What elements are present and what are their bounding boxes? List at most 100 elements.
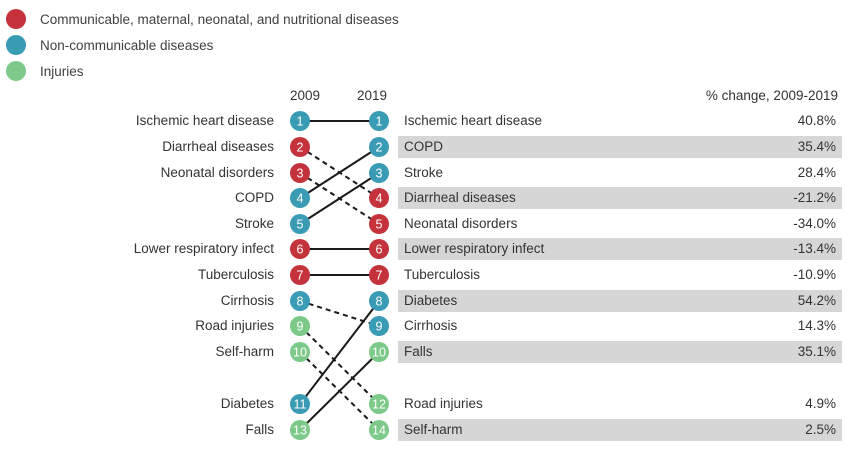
legend-swatch-communicable (6, 9, 26, 29)
left-rank-number: 9 (297, 320, 304, 334)
cause-label-2009: Stroke (234, 216, 274, 231)
left-rank-badge: 9 (290, 316, 310, 336)
right-rank-circle (369, 265, 389, 285)
left-rank-circle (290, 163, 310, 183)
left-rank-number: 6 (297, 243, 304, 257)
legend: Communicable, maternal, neonatal, and nu… (6, 6, 399, 84)
rank-connector-3 (299, 146, 380, 199)
cause-label-2019: Road injuries (404, 396, 483, 411)
right-rank-badge: 8 (369, 291, 389, 311)
cause-label-2019: Tuberculosis (404, 267, 481, 282)
cause-label-2019: Diabetes (404, 293, 458, 308)
right-rank-circle (369, 291, 389, 311)
right-rank-number: 2 (376, 141, 383, 155)
left-rank-badge: 5 (290, 214, 310, 234)
right-rank-badge: 6 (369, 239, 389, 259)
right-rank-badge: 14 (369, 420, 389, 440)
legend-item-communicable: Communicable, maternal, neonatal, and nu… (6, 6, 399, 32)
cause-label-2019: Cirrhosis (404, 318, 458, 333)
right-rank-number: 1 (376, 115, 383, 129)
year-2019-header: 2019 (357, 88, 388, 103)
left-rank-circle (290, 214, 310, 234)
cause-label-2019: Lower respiratory infect (404, 241, 545, 256)
left-rank-number: 13 (293, 424, 307, 438)
right-rank-number: 12 (372, 398, 386, 412)
percent-change-value: 14.3% (797, 318, 836, 333)
left-rank-circle (290, 316, 310, 336)
right-rank-circle (369, 316, 389, 336)
left-rank-circle (290, 111, 310, 131)
left-rank-badge: 3 (290, 163, 310, 183)
percent-change-value: 35.1% (797, 344, 836, 359)
left-rank-circle (290, 291, 310, 311)
legend-swatch-noncommunicable (6, 35, 26, 55)
legend-label: Communicable, maternal, neonatal, and nu… (40, 11, 399, 27)
percent-change-value: 4.9% (805, 396, 836, 411)
cause-label-2019: Stroke (404, 165, 444, 180)
left-rank-badge: 4 (290, 188, 310, 208)
cause-label-2009: Ischemic heart disease (135, 113, 274, 128)
left-rank-number: 5 (297, 218, 304, 232)
right-rank-circle (369, 239, 389, 259)
right-rank-badge: 1 (369, 111, 389, 131)
rank-connector-4 (299, 172, 380, 225)
legend-item-injuries: Injuries (6, 58, 399, 84)
rank-connector-7 (299, 300, 380, 327)
table-row: COPD 35.4% (398, 136, 842, 158)
left-rank-number: 11 (294, 398, 307, 412)
left-rank-number: 7 (297, 269, 304, 283)
left-rank-circle (290, 420, 310, 440)
right-rank-circle (369, 342, 389, 362)
legend-swatch-injuries (6, 61, 26, 81)
cause-label-2019: Neonatal disorders (404, 216, 518, 231)
cause-label-2009: COPD (234, 190, 274, 205)
right-rank-badge: 2 (369, 137, 389, 157)
cause-label-2009: Self-harm (215, 344, 274, 359)
right-rank-number: 8 (376, 295, 383, 309)
left-rank-circle (290, 342, 310, 362)
cause-label-2009: Cirrhosis (220, 293, 274, 308)
right-rank-badge: 10 (369, 342, 389, 362)
left-rank-number: 1 (297, 115, 304, 129)
right-rank-number: 7 (376, 269, 383, 283)
rank-connector-10 (299, 300, 380, 405)
cause-label-2019: Ischemic heart disease (404, 113, 543, 128)
table-row: Lower respiratory infect -13.4% (398, 238, 842, 260)
cause-label-2009: Diarrheal diseases (162, 139, 274, 154)
right-rank-number: 3 (376, 167, 383, 181)
cause-label-2009: Lower respiratory infect (133, 241, 274, 256)
right-rank-badge: 3 (369, 163, 389, 183)
right-rank-number: 4 (376, 192, 383, 206)
percent-change-value: 35.4% (797, 139, 836, 154)
left-rank-number: 4 (297, 192, 304, 206)
percent-change-value: 28.4% (797, 165, 836, 180)
left-rank-circle (290, 239, 310, 259)
right-rank-badge: 9 (369, 316, 389, 336)
right-rank-circle (369, 111, 389, 131)
left-rank-badge: 6 (290, 239, 310, 259)
cause-label-2009: Diabetes (220, 396, 274, 411)
left-rank-circle (290, 188, 310, 208)
right-rank-number: 10 (372, 346, 386, 360)
table-row: Road injuries 4.9% (398, 393, 842, 415)
legend-item-noncommunicable: Non-communicable diseases (6, 32, 399, 58)
left-rank-number: 10 (293, 346, 307, 360)
rank-connector-8 (299, 325, 380, 405)
left-rank-number: 3 (297, 167, 304, 181)
percent-change-value: 54.2% (797, 293, 836, 308)
percent-change-value: -10.9% (793, 267, 836, 282)
left-rank-badge: 13 (290, 420, 310, 440)
right-rank-circle (369, 188, 389, 208)
cause-label-2019: Falls (404, 344, 433, 359)
table-row: Stroke 28.4% (398, 162, 842, 184)
percent-change-header: % change, 2009-2019 (705, 88, 838, 103)
table-row: Ischemic heart disease 40.8% (398, 110, 842, 132)
left-rank-badge: 2 (290, 137, 310, 157)
left-rank-badge: 10 (290, 342, 310, 362)
cause-label-2019: COPD (404, 139, 444, 154)
percent-change-value: 40.8% (797, 113, 836, 128)
cause-label-2009: Tuberculosis (197, 267, 274, 282)
percent-change-value: -13.4% (793, 241, 836, 256)
percent-change-value: -21.2% (793, 190, 836, 205)
